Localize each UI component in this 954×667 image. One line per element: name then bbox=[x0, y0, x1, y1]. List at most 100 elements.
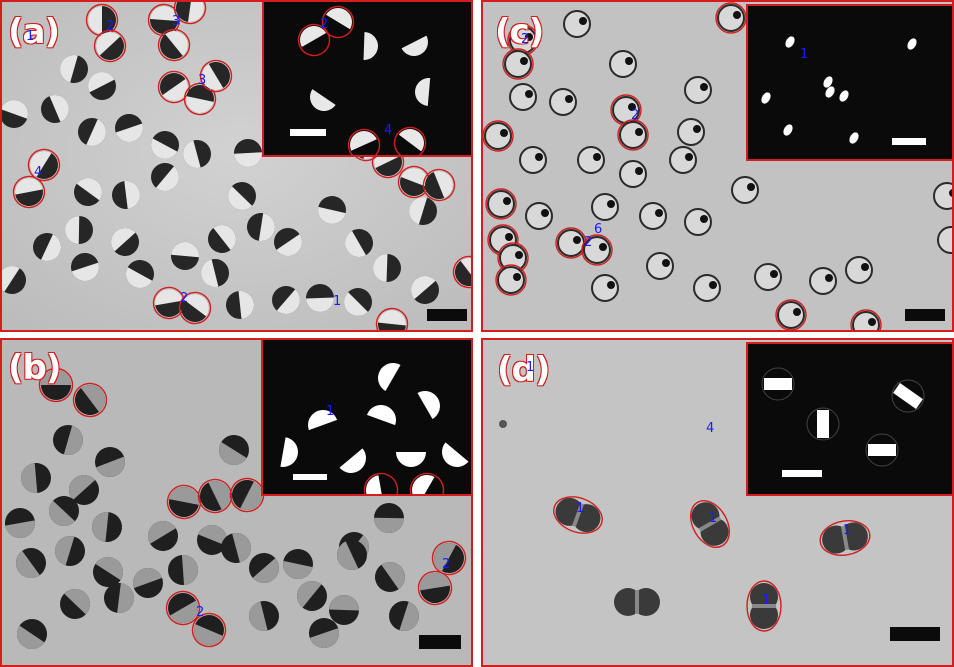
particle bbox=[318, 196, 346, 224]
particle bbox=[375, 307, 409, 330]
count-label: 3 bbox=[198, 73, 207, 88]
particle bbox=[226, 291, 254, 319]
particle bbox=[297, 581, 327, 611]
particle bbox=[88, 72, 116, 100]
particle bbox=[228, 182, 256, 210]
particle bbox=[310, 83, 338, 111]
particle bbox=[308, 410, 338, 440]
particle bbox=[191, 612, 227, 648]
particle bbox=[907, 38, 917, 50]
particle bbox=[363, 472, 399, 494]
particle bbox=[199, 59, 233, 93]
particle bbox=[933, 182, 952, 210]
count-label: 1 bbox=[843, 523, 852, 538]
particle bbox=[112, 181, 140, 209]
panel-d-scale-bar bbox=[890, 627, 940, 641]
particle bbox=[60, 55, 88, 83]
particle bbox=[577, 146, 605, 174]
particle bbox=[525, 202, 553, 230]
particle bbox=[133, 568, 163, 598]
particle bbox=[563, 10, 591, 38]
particle bbox=[53, 425, 83, 455]
count-label: 4 bbox=[384, 123, 393, 138]
particle bbox=[823, 76, 833, 88]
particle bbox=[422, 168, 456, 202]
particle bbox=[171, 242, 199, 270]
particle bbox=[409, 197, 437, 225]
particle bbox=[581, 234, 613, 266]
particle bbox=[183, 82, 217, 116]
particle bbox=[785, 36, 795, 48]
particle bbox=[865, 433, 899, 467]
particle bbox=[411, 276, 439, 304]
particle bbox=[845, 256, 873, 284]
particle bbox=[168, 555, 198, 585]
particle bbox=[849, 132, 859, 144]
particle bbox=[819, 520, 871, 556]
particle bbox=[809, 267, 837, 295]
panel-c-scale-bar bbox=[905, 309, 945, 321]
particle bbox=[274, 228, 302, 256]
panel-b: (b) bbox=[0, 338, 473, 667]
count-label: 1 bbox=[576, 501, 585, 516]
particle bbox=[33, 233, 61, 261]
panel-b-scale-bar bbox=[419, 635, 461, 649]
particle bbox=[104, 583, 134, 613]
count-label: 1 bbox=[709, 511, 718, 526]
count-label: 2 bbox=[320, 17, 329, 32]
particle bbox=[410, 391, 440, 421]
particle bbox=[495, 264, 527, 296]
particle bbox=[329, 595, 359, 625]
panel-b-inset bbox=[261, 340, 471, 496]
panel-a-scale-bar bbox=[427, 309, 467, 321]
panel-c-label: (c) bbox=[495, 12, 544, 52]
particle bbox=[337, 540, 367, 570]
panel-a: (a) bbox=[0, 0, 473, 332]
particle bbox=[389, 601, 419, 631]
particle bbox=[321, 5, 355, 39]
particle bbox=[374, 503, 404, 533]
particle bbox=[55, 536, 85, 566]
particle bbox=[60, 589, 90, 619]
particle bbox=[157, 70, 191, 104]
particle bbox=[677, 118, 705, 146]
particle bbox=[684, 76, 712, 104]
particle bbox=[614, 588, 660, 616]
particle bbox=[715, 2, 747, 34]
particle bbox=[761, 367, 795, 401]
count-label: 1 bbox=[333, 294, 342, 309]
particle bbox=[806, 407, 840, 441]
particle bbox=[5, 508, 35, 538]
particle bbox=[283, 549, 313, 579]
panel-d-image bbox=[483, 340, 952, 665]
particle bbox=[249, 601, 279, 631]
panel-a-inset-image bbox=[297, 5, 443, 155]
panel-c-inset-scale-bar bbox=[892, 138, 926, 145]
particle bbox=[178, 291, 212, 325]
panel-b-inset-scale-bar bbox=[293, 474, 327, 480]
particle bbox=[417, 570, 453, 606]
particle bbox=[746, 580, 782, 632]
particle bbox=[452, 255, 471, 289]
particle bbox=[591, 193, 619, 221]
particle bbox=[165, 590, 201, 626]
particle bbox=[306, 284, 334, 312]
particle bbox=[111, 228, 139, 256]
particle bbox=[197, 525, 227, 555]
panel-d-label: (d) bbox=[497, 350, 550, 390]
particle bbox=[684, 208, 712, 236]
particle bbox=[499, 420, 507, 428]
particle bbox=[509, 83, 537, 111]
particle bbox=[397, 165, 431, 199]
particle bbox=[197, 478, 233, 514]
particle bbox=[731, 176, 759, 204]
count-label: 2 bbox=[521, 32, 530, 47]
particle bbox=[147, 3, 181, 37]
particle bbox=[555, 227, 587, 259]
particle bbox=[609, 50, 637, 78]
particle bbox=[345, 229, 373, 257]
particle bbox=[693, 274, 721, 302]
particle bbox=[502, 48, 534, 80]
particle bbox=[610, 94, 642, 126]
particle bbox=[400, 28, 428, 56]
